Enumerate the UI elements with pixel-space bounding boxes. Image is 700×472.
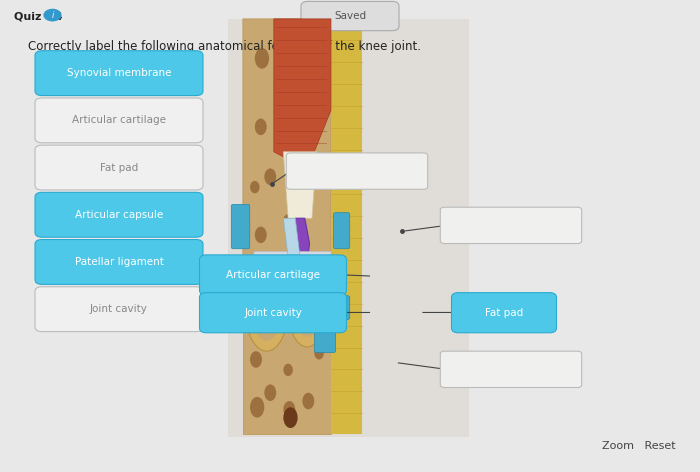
Ellipse shape: [284, 401, 295, 418]
Text: Articular cartilage: Articular cartilage: [72, 115, 166, 126]
Ellipse shape: [265, 169, 277, 185]
FancyBboxPatch shape: [314, 325, 335, 353]
Ellipse shape: [255, 48, 269, 69]
Ellipse shape: [284, 135, 295, 152]
Text: Joint cavity: Joint cavity: [90, 304, 148, 314]
Text: i: i: [51, 10, 54, 20]
FancyBboxPatch shape: [35, 145, 203, 190]
FancyBboxPatch shape: [199, 293, 346, 333]
Text: Zoom   Reset: Zoom Reset: [602, 441, 676, 451]
FancyBboxPatch shape: [301, 1, 399, 31]
Ellipse shape: [302, 393, 314, 409]
Polygon shape: [284, 218, 302, 277]
FancyBboxPatch shape: [300, 287, 328, 320]
Ellipse shape: [284, 214, 293, 227]
FancyBboxPatch shape: [334, 296, 350, 320]
FancyBboxPatch shape: [452, 293, 556, 333]
Text: Articular capsule: Articular capsule: [75, 210, 163, 220]
Ellipse shape: [284, 407, 298, 428]
Ellipse shape: [314, 347, 324, 360]
FancyBboxPatch shape: [286, 153, 428, 189]
Text: Fat pad: Fat pad: [100, 162, 138, 173]
Polygon shape: [255, 287, 326, 301]
Ellipse shape: [314, 52, 326, 69]
Ellipse shape: [250, 397, 265, 418]
FancyBboxPatch shape: [199, 255, 346, 295]
Ellipse shape: [250, 351, 262, 368]
Polygon shape: [250, 252, 331, 277]
Ellipse shape: [245, 268, 288, 351]
Ellipse shape: [298, 164, 307, 177]
Circle shape: [44, 9, 61, 21]
Text: Saved: Saved: [334, 11, 366, 21]
FancyBboxPatch shape: [35, 51, 203, 95]
Ellipse shape: [255, 227, 267, 243]
Ellipse shape: [288, 272, 326, 347]
FancyBboxPatch shape: [35, 98, 203, 143]
Ellipse shape: [293, 283, 321, 337]
Text: Joint cavity: Joint cavity: [244, 308, 302, 318]
Polygon shape: [290, 218, 309, 285]
FancyBboxPatch shape: [231, 204, 250, 249]
FancyBboxPatch shape: [228, 19, 469, 437]
FancyBboxPatch shape: [334, 213, 350, 249]
Text: Synovial membrane: Synovial membrane: [66, 68, 172, 78]
FancyBboxPatch shape: [35, 287, 203, 331]
Ellipse shape: [302, 93, 316, 110]
FancyBboxPatch shape: [35, 239, 203, 284]
FancyBboxPatch shape: [440, 351, 582, 388]
Text: Patellar ligament: Patellar ligament: [75, 257, 163, 267]
Ellipse shape: [265, 384, 277, 401]
Ellipse shape: [255, 118, 267, 135]
Ellipse shape: [250, 181, 260, 194]
Polygon shape: [274, 19, 331, 164]
Text: Fat pad: Fat pad: [485, 308, 523, 318]
Text: Articular cartilage: Articular cartilage: [226, 270, 320, 280]
Text: Quiz #4: Quiz #4: [14, 12, 62, 22]
FancyBboxPatch shape: [35, 193, 203, 237]
Polygon shape: [284, 152, 316, 218]
Polygon shape: [331, 19, 362, 434]
Polygon shape: [243, 19, 331, 343]
Ellipse shape: [284, 363, 293, 376]
Text: Correctly label the following anatomical features of the knee joint.: Correctly label the following anatomical…: [28, 40, 421, 53]
Ellipse shape: [274, 81, 284, 93]
Polygon shape: [243, 310, 331, 434]
FancyBboxPatch shape: [440, 207, 582, 244]
Ellipse shape: [251, 278, 282, 341]
